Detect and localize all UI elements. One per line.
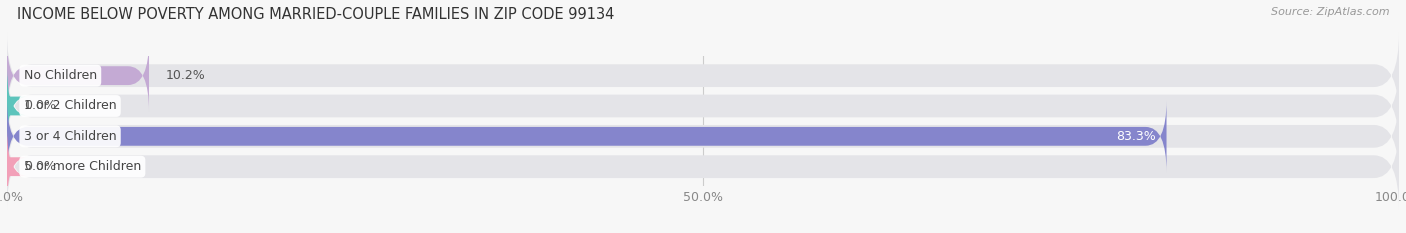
FancyBboxPatch shape bbox=[7, 123, 1399, 210]
Text: 10.2%: 10.2% bbox=[166, 69, 205, 82]
Text: Source: ZipAtlas.com: Source: ZipAtlas.com bbox=[1271, 7, 1389, 17]
Text: 3 or 4 Children: 3 or 4 Children bbox=[24, 130, 117, 143]
Text: INCOME BELOW POVERTY AMONG MARRIED-COUPLE FAMILIES IN ZIP CODE 99134: INCOME BELOW POVERTY AMONG MARRIED-COUPL… bbox=[17, 7, 614, 22]
FancyBboxPatch shape bbox=[7, 40, 149, 112]
FancyBboxPatch shape bbox=[7, 100, 1167, 172]
Text: 5 or more Children: 5 or more Children bbox=[24, 160, 141, 173]
FancyBboxPatch shape bbox=[7, 63, 1399, 149]
FancyBboxPatch shape bbox=[7, 32, 1399, 119]
Text: No Children: No Children bbox=[24, 69, 97, 82]
Text: 0.0%: 0.0% bbox=[24, 160, 56, 173]
Text: 83.3%: 83.3% bbox=[1115, 130, 1156, 143]
FancyBboxPatch shape bbox=[0, 130, 28, 203]
FancyBboxPatch shape bbox=[7, 93, 1399, 180]
Text: 0.0%: 0.0% bbox=[24, 99, 56, 113]
FancyBboxPatch shape bbox=[0, 70, 28, 142]
Text: 1 or 2 Children: 1 or 2 Children bbox=[24, 99, 117, 113]
